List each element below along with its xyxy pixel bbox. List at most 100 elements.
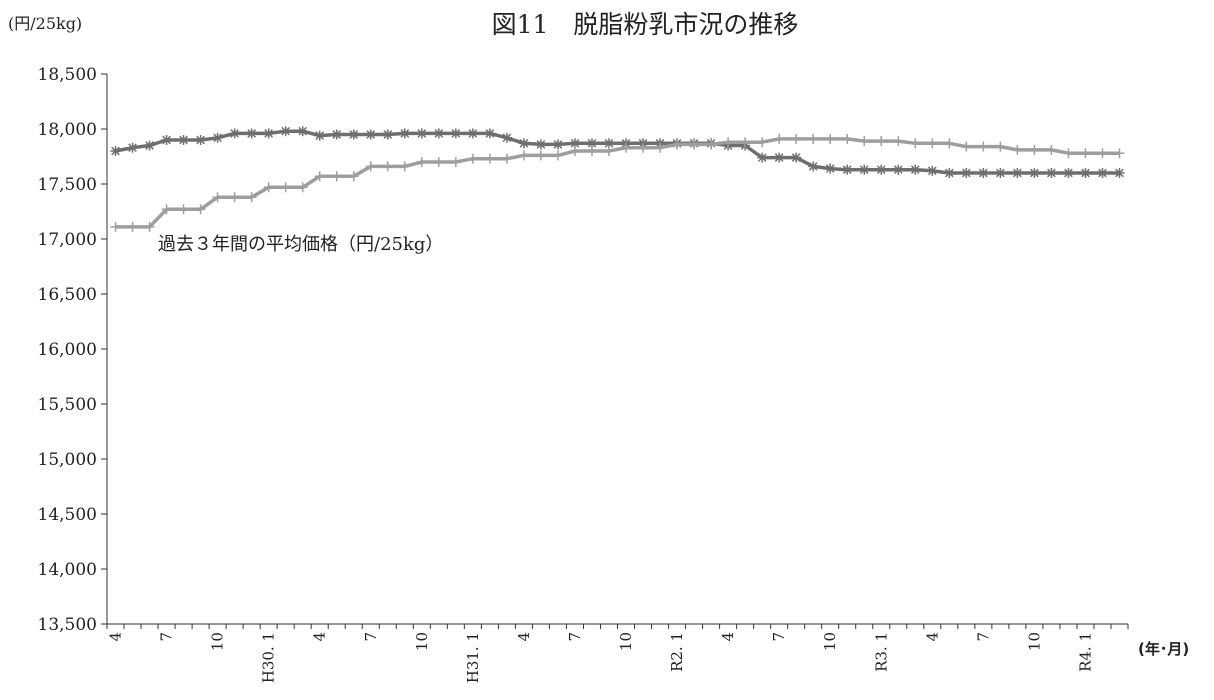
series-line [115,129,1120,175]
data-point [995,168,1006,178]
data-point [161,204,172,215]
data-point [127,142,138,153]
data-point [586,146,597,156]
data-point [740,137,751,148]
data-point [825,163,836,174]
x-tick-label: 4 [311,632,329,642]
data-point [978,168,989,178]
data-point [161,135,172,145]
data-point [246,128,257,139]
data-point [195,204,206,215]
x-tick-label: 10 [1025,632,1043,651]
x-tick-label: 7 [362,632,380,642]
data-point [399,161,410,172]
x-tick-label: 10 [617,632,635,651]
data-point [297,126,308,137]
data-point [689,139,700,150]
data-point [178,204,189,215]
chart-title: 図11 脱脂粉乳市況の推移 [492,10,799,39]
data-point [382,161,393,172]
data-point [603,146,614,156]
data-point [467,128,478,139]
data-point [246,192,257,203]
x-tick-label: 10 [413,632,431,651]
y-tick-label: 14,500 [38,505,97,525]
data-point [808,133,819,144]
data-point [859,164,870,175]
data-point [433,128,444,139]
data-point [263,128,274,139]
y-tick-label: 18,500 [38,65,97,85]
x-axis-unit-label: (年･月) [1138,640,1189,658]
data-point [212,192,223,203]
data-point [280,182,291,193]
x-tick-label: 10 [209,632,227,651]
data-point [1012,144,1023,155]
y-tick-label: 17,500 [38,175,97,195]
data-point [655,142,666,153]
data-point [1114,168,1125,178]
data-point [365,161,376,172]
data-point [484,128,495,139]
data-point [859,136,870,147]
data-point [825,133,836,144]
series-three-year-average [110,133,1125,232]
data-point [467,153,478,164]
y-tick-label: 15,500 [38,395,97,415]
data-point [178,135,189,145]
data-point [961,141,972,152]
data-point [552,150,563,161]
y-tick-label: 14,000 [38,560,97,580]
x-tick-label: 4 [107,632,125,642]
data-point [757,152,768,163]
data-point [110,221,121,232]
x-tick-label: H31. 1 [464,632,482,683]
data-point [621,142,632,153]
x-tick-label: R3. 1 [872,632,890,672]
data-point [263,182,274,193]
data-point [382,129,393,140]
x-tick-label: 7 [974,632,992,642]
data-point [876,164,887,175]
data-point [127,221,138,232]
series-line [115,137,1120,229]
data-point [314,130,325,141]
data-point [416,157,427,167]
data-point [1063,168,1074,178]
data-point [433,157,444,167]
average-price-annotation: 過去３年間の平均価格（円/25kg） [158,234,443,255]
data-point [348,171,359,182]
data-point [110,146,121,156]
data-point [808,161,819,172]
data-point [569,146,580,156]
series-layer [110,126,1125,232]
data-point [638,142,649,153]
data-point [1046,168,1057,178]
x-tick-label: 10 [821,632,839,651]
data-point [518,150,529,161]
y-tick-label: 16,000 [38,340,97,360]
data-point [842,133,853,144]
data-point [280,126,291,137]
x-tick-label: 7 [158,632,176,642]
y-axis-unit-label: (円/25kg) [8,14,82,33]
data-point [1063,148,1074,159]
data-point [144,221,155,232]
y-tick-label: 17,000 [38,230,97,250]
data-point [842,164,853,175]
data-point [791,133,802,144]
data-point [893,164,904,175]
data-point [1080,168,1091,178]
y-tick-label: 18,000 [38,120,97,140]
data-point [484,153,495,164]
data-point [535,139,546,150]
data-point [399,128,410,139]
data-point [791,152,802,163]
data-point [416,128,427,139]
data-point [331,129,342,140]
data-point [944,138,955,149]
data-point [723,137,734,148]
data-point [978,141,989,152]
